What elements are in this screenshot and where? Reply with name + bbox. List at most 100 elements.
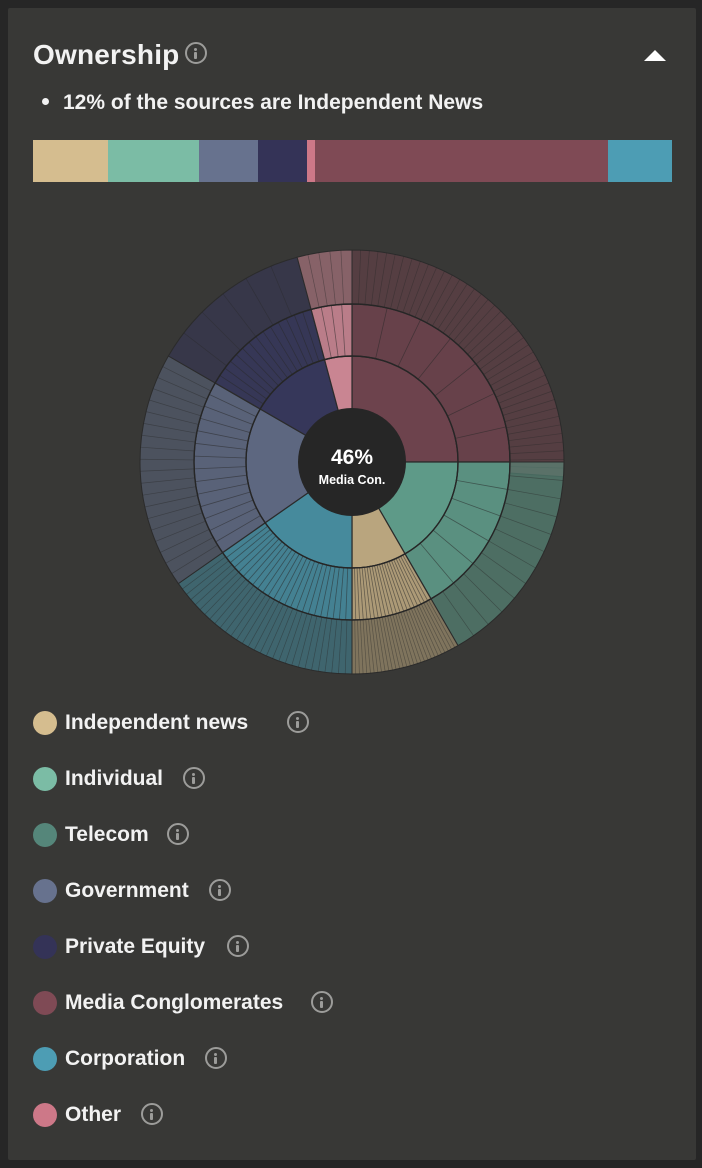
info-icon[interactable] xyxy=(205,1047,227,1069)
info-icon[interactable] xyxy=(227,935,249,957)
sunburst-middle-tick xyxy=(371,566,383,618)
sunburst-middle-tick xyxy=(284,557,308,606)
sunburst-outer-tick xyxy=(199,571,239,610)
sunburst-outer-tick xyxy=(507,424,561,435)
sunburst-outer-tick xyxy=(266,606,289,657)
sunburst-middle-tick xyxy=(194,466,247,470)
sunburst-outer-tick xyxy=(149,399,202,417)
sunburst-outer-tick xyxy=(400,612,418,664)
panel-header: Ownership xyxy=(33,40,668,84)
sunburst-outer-tick xyxy=(219,585,254,629)
legend-label: Media Conglomerates xyxy=(65,991,284,1014)
sunburst-middle-tick xyxy=(338,567,344,620)
info-icon[interactable] xyxy=(311,991,333,1013)
sunburst-outer-tick xyxy=(236,594,267,640)
sunburst-middle-tick xyxy=(379,564,394,615)
stacked-bar-segment-private-equity[interactable] xyxy=(257,140,308,182)
sunburst-middle-tick xyxy=(393,559,415,608)
legend-label: Individual xyxy=(65,767,164,790)
sunburst-outer-tick xyxy=(437,283,468,330)
sunburst-middle-tick xyxy=(330,305,339,357)
sunburst-outer-tick xyxy=(209,578,247,620)
sunburst-middle-tick xyxy=(242,347,279,386)
sunburst-middle-tick xyxy=(326,566,336,619)
sunburst-outer-tick xyxy=(201,311,241,351)
sunburst-outer-tick xyxy=(413,607,436,658)
sunburst-outer-tick xyxy=(157,377,208,400)
sunburst-middle-tick xyxy=(195,442,247,450)
sunburst-outer-tick xyxy=(368,619,375,673)
sunburst-middle-tick xyxy=(366,566,375,619)
stacked-bar-segment-other[interactable] xyxy=(307,140,316,182)
sunburst-outer-tick xyxy=(453,299,489,342)
sunburst-middle-tick xyxy=(320,565,332,617)
sunburst-middle-tick xyxy=(277,322,303,369)
sunburst-middle-tick xyxy=(230,360,271,395)
sunburst-middle-tick xyxy=(307,563,324,614)
stacked-bar-segment-government[interactable] xyxy=(199,140,258,182)
sunburst-outer-tick xyxy=(272,608,294,659)
sunburst-middle-tick xyxy=(456,480,508,490)
sunburst-outer-tick xyxy=(304,615,318,669)
sunburst-outer-tick xyxy=(500,515,552,535)
sunburst-outer-tick xyxy=(410,608,432,659)
ownership-stacked-bar xyxy=(33,140,672,182)
sunburst-middle-tick xyxy=(252,544,286,586)
sunburst-outer-tick xyxy=(370,618,379,673)
sunburst-middle-tick xyxy=(381,563,397,614)
sunburst-outer-tick xyxy=(475,330,519,365)
sunburst-middle-tick xyxy=(356,567,360,620)
sunburst-outer-tick xyxy=(245,278,274,326)
sunburst-outer-tick xyxy=(141,434,196,443)
info-icon[interactable] xyxy=(167,823,189,845)
sunburst-outer-tick xyxy=(415,606,439,656)
sunburst-outer-tick xyxy=(241,597,271,644)
sunburst-middle-tick xyxy=(209,393,257,417)
sunburst-outer-tick xyxy=(214,582,251,624)
info-icon[interactable] xyxy=(141,1103,163,1125)
legend-swatch xyxy=(33,935,57,959)
sunburst-middle-tick xyxy=(341,304,346,357)
sunburst-outer-tick xyxy=(426,274,453,323)
sunburst-middle-tick xyxy=(455,426,507,439)
sunburst-outer-tick xyxy=(259,604,284,654)
stacked-bar-segment-independent[interactable] xyxy=(33,140,108,182)
stacked-bar-segment-media[interactable] xyxy=(315,140,609,182)
legend-label: Independent news xyxy=(65,711,249,734)
sunburst-outer-tick xyxy=(389,615,404,668)
summary-bullet: 12% of the sources are Independent News xyxy=(42,90,483,116)
sunburst-outer-tick xyxy=(508,433,563,442)
sunburst-outer-tick xyxy=(504,407,558,422)
sunburst-outer-tick xyxy=(142,486,196,496)
sunburst-outer-tick xyxy=(405,610,425,662)
sunburst-ring-separator xyxy=(245,355,459,569)
caret-up-icon[interactable] xyxy=(642,46,668,64)
sunburst-outer-tick xyxy=(297,614,313,668)
sunburst-middle-tick xyxy=(293,314,314,364)
sunburst-middle-tick xyxy=(200,417,251,434)
stacked-bar-segment-individual[interactable] xyxy=(107,140,200,182)
sunburst-outer-tick xyxy=(458,304,495,346)
legend-label: Private Equity xyxy=(65,935,206,958)
sunburst-outer-tick xyxy=(145,411,199,425)
sunburst-middle-tick xyxy=(332,567,340,619)
sunburst-outer-tick xyxy=(418,605,442,655)
sunburst-middle-tick xyxy=(383,562,401,613)
sunburst-outer-tick xyxy=(509,441,564,448)
sunburst-outer-tick xyxy=(140,458,195,461)
info-icon[interactable] xyxy=(287,711,309,733)
sunburst-outer-tick xyxy=(483,344,529,375)
sunburst-middle-tick xyxy=(273,553,300,600)
sunburst-outer-tick xyxy=(162,366,212,392)
info-icon[interactable] xyxy=(183,767,205,789)
sunburst-middle-tick xyxy=(285,318,309,366)
legend-label: Corporation xyxy=(65,1047,186,1070)
sunburst-outer-tick xyxy=(376,617,386,672)
sunburst-outer-tick xyxy=(195,568,236,606)
info-icon[interactable] xyxy=(209,879,231,901)
stacked-bar-segment-corporation[interactable] xyxy=(608,140,672,182)
info-icon[interactable] xyxy=(185,42,207,64)
sunburst-middle-tick xyxy=(204,405,253,425)
sunburst-outer-tick xyxy=(500,390,552,410)
sunburst-outer-tick xyxy=(222,293,257,337)
